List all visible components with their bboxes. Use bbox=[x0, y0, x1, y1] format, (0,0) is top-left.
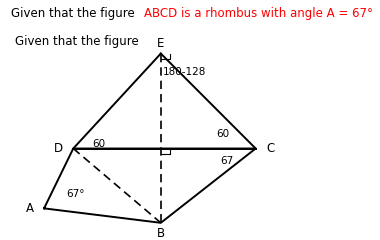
Text: Given that the figure: Given that the figure bbox=[15, 35, 142, 48]
Text: B: B bbox=[157, 227, 165, 240]
Text: E: E bbox=[157, 37, 165, 50]
Text: 67: 67 bbox=[220, 156, 233, 166]
Text: D: D bbox=[54, 142, 63, 155]
Text: C: C bbox=[266, 142, 274, 155]
Text: ABCD is a rhombus with angle A = 67°: ABCD is a rhombus with angle A = 67° bbox=[144, 7, 373, 20]
Text: A: A bbox=[25, 202, 33, 215]
Text: 60: 60 bbox=[92, 139, 105, 149]
Text: 67°: 67° bbox=[66, 189, 84, 199]
Text: 180-128: 180-128 bbox=[163, 67, 206, 77]
Text: 60: 60 bbox=[216, 129, 230, 139]
Text: Given that the figure: Given that the figure bbox=[11, 7, 139, 20]
